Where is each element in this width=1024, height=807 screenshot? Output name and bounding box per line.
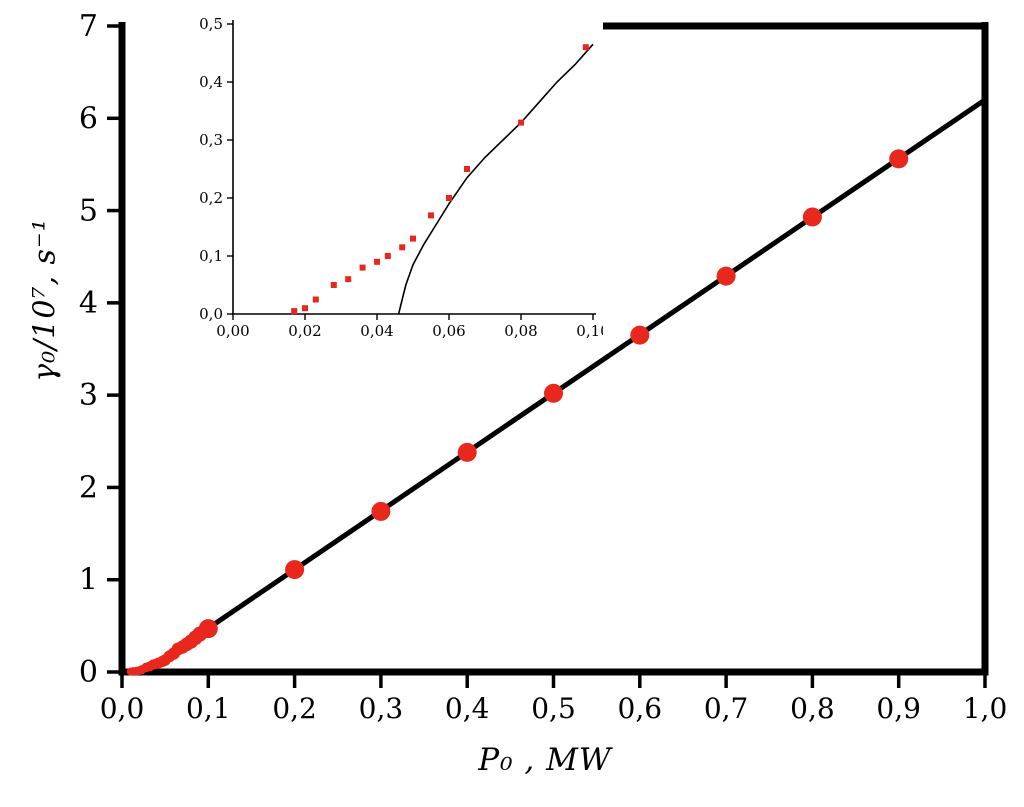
data-point <box>198 619 218 639</box>
y-tick-label: 0,2 <box>199 189 223 207</box>
data-point <box>399 244 406 251</box>
main-y-ticks: 0 1 2 3 4 5 6 7 <box>79 9 119 690</box>
x-tick-label: 0,3 <box>359 692 404 725</box>
x-tick-label: 0,0 <box>100 692 145 725</box>
data-point <box>582 44 589 51</box>
x-tick-label: 0,8 <box>790 692 835 725</box>
data-point <box>544 383 563 403</box>
data-point <box>410 235 416 242</box>
inset-series-points <box>291 44 589 315</box>
inset-y-ticks: 0,0 0,1 0,2 0,3 0,4 0,5 <box>199 15 233 323</box>
data-point <box>630 325 650 345</box>
main-x-ticks: 0,0 0,1 0,2 0,3 0,4 0,5 0,6 0,7 0,8 0,9 1,0 <box>100 675 1008 725</box>
y-tick-label: 4 <box>79 286 98 321</box>
y-tick-label: 5 <box>79 194 98 229</box>
data-point <box>464 166 470 172</box>
x-tick-label: 0,6 <box>618 692 663 725</box>
y-tick-label: 0,0 <box>199 305 223 323</box>
y-tick-label: 0,5 <box>199 15 223 33</box>
x-tick-label: 0,2 <box>272 692 317 725</box>
x-tick-label: 0,5 <box>531 692 576 725</box>
data-point <box>428 212 434 219</box>
data-point <box>457 442 477 462</box>
data-point <box>802 207 822 227</box>
data-point <box>302 305 308 312</box>
x-tick-label: 0,1 <box>186 692 231 725</box>
x-tick-label: 0,08 <box>504 322 537 340</box>
data-point <box>345 276 352 283</box>
y-tick-label: 6 <box>79 101 98 136</box>
x-axis-label: P₀ , MW <box>478 742 612 778</box>
y-tick-label: 0,1 <box>199 247 223 265</box>
y-tick-label: 0,3 <box>199 131 223 149</box>
y-tick-label: 3 <box>79 378 98 413</box>
data-point <box>291 308 298 315</box>
data-point <box>446 195 452 201</box>
y-tick-label: 0,4 <box>199 73 223 91</box>
data-point <box>330 282 337 288</box>
x-tick-label: 0,02 <box>288 322 321 340</box>
x-tick-label: 0,04 <box>360 322 393 340</box>
data-point <box>359 264 366 271</box>
theory-curve <box>397 43 594 315</box>
x-tick-label: 0,00 <box>216 322 249 340</box>
fit-line <box>171 97 988 655</box>
data-point <box>518 119 524 126</box>
data-point <box>384 253 391 259</box>
main-axes-frame <box>118 22 989 676</box>
x-tick-label: 1,0 <box>963 692 1008 725</box>
x-tick-label: 0,7 <box>704 692 749 725</box>
data-point <box>374 258 380 265</box>
data-point <box>889 149 909 169</box>
data-point <box>716 266 736 286</box>
x-tick-label: 0,9 <box>876 692 921 725</box>
y-axis-label: γ₀/10⁷, s⁻¹ <box>27 218 63 382</box>
x-tick-label: 0,06 <box>432 322 465 340</box>
x-tick-label: 0,10 <box>576 322 603 340</box>
data-point <box>312 296 319 303</box>
data-point <box>371 501 391 521</box>
y-tick-label: 0 <box>79 655 98 690</box>
inset-x-ticks: 0,00 0,02 0,04 0,06 0,08 0,10 <box>216 314 603 340</box>
x-tick-label: 0,4 <box>445 692 490 725</box>
data-point <box>285 560 305 580</box>
y-tick-label: 1 <box>79 563 98 598</box>
y-tick-label: 7 <box>79 9 98 44</box>
inset-chart: 0,000,020,040,060,080,100,00,10,20,30,40… <box>183 12 603 347</box>
y-tick-label: 2 <box>79 470 98 505</box>
main-series-points <box>198 149 909 639</box>
